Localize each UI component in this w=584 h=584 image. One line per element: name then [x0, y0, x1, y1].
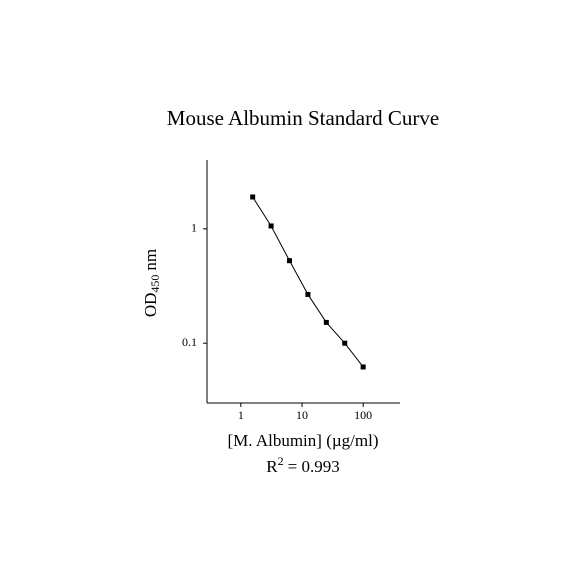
annotation-main: R	[266, 457, 278, 476]
marker	[250, 194, 256, 200]
y-axis-label: OD450 nm	[141, 249, 162, 317]
x-axis-label: [M. Albumin] (µg/ml)	[228, 431, 379, 450]
annotation-rest: = 0.993	[288, 457, 340, 476]
marker	[342, 340, 348, 346]
marker	[305, 291, 311, 297]
x-tick-label: 1	[238, 408, 244, 422]
chart-title: Mouse Albumin Standard Curve	[167, 106, 439, 130]
annotation-superscript: 2	[278, 454, 284, 468]
y-label-main: OD	[141, 293, 160, 318]
annotation: R2 = 0.993	[266, 454, 339, 476]
marker	[287, 258, 293, 264]
y-tick-label: 0.1	[182, 335, 197, 349]
y-label-unit: nm	[141, 249, 160, 271]
marker	[323, 319, 329, 325]
x-tick-label: 100	[354, 408, 372, 422]
marker	[360, 364, 366, 370]
y-tick-label: 1	[191, 221, 197, 235]
x-tick-label: 10	[296, 408, 308, 422]
y-label-subscript: 450	[148, 275, 162, 293]
marker	[268, 223, 274, 229]
